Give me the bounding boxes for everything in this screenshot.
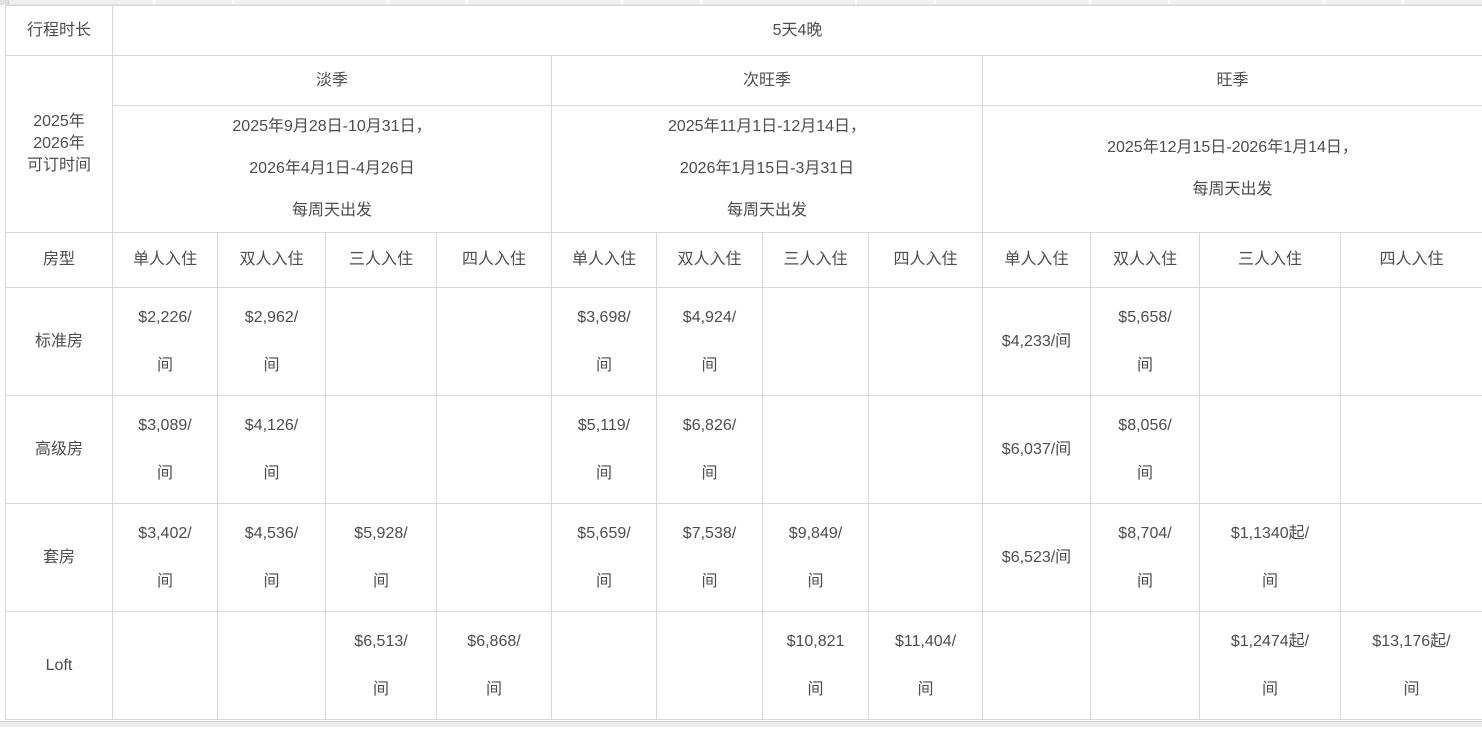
occupancy-header: 双人入住 xyxy=(1090,232,1200,288)
duration-label: 行程时长 xyxy=(5,5,113,56)
season-header-low: 淡季 xyxy=(112,55,552,106)
price-cell xyxy=(982,611,1091,720)
duration-row: 行程时长 5天4晚 xyxy=(5,5,1482,56)
price-cell: $6,523/间 xyxy=(982,503,1091,612)
occupancy-header: 单人入住 xyxy=(982,232,1091,288)
price-cell xyxy=(217,611,326,720)
price-cell: $3,402/ 间 xyxy=(112,503,218,612)
occupancy-header: 四人入住 xyxy=(868,232,983,288)
clipped-row-below xyxy=(0,721,1482,727)
room-name: Loft xyxy=(5,611,113,720)
price-cell: $5,928/ 间 xyxy=(325,503,437,612)
price-cell xyxy=(1340,503,1482,612)
price-cell xyxy=(1340,287,1482,396)
price-cell: $6,037/间 xyxy=(982,395,1091,504)
price-cell: $4,924/ 间 xyxy=(656,287,763,396)
occupancy-header: 三人入住 xyxy=(325,232,437,288)
price-cell: $2,226/ 间 xyxy=(112,287,218,396)
room-type-label: 房型 xyxy=(5,232,113,288)
price-cell xyxy=(762,287,869,396)
occupancy-header: 单人入住 xyxy=(112,232,218,288)
duration-value: 5天4晚 xyxy=(112,5,1482,56)
price-cell: $11,404/ 间 xyxy=(868,611,983,720)
price-cell: $4,126/ 间 xyxy=(217,395,326,504)
price-cell xyxy=(325,395,437,504)
occupancy-header: 三人入住 xyxy=(1199,232,1341,288)
price-cell: $3,089/ 间 xyxy=(112,395,218,504)
price-cell xyxy=(1199,395,1341,504)
season-dates-peak: 2025年12月15日-2026年1月14日， 每周天出发 xyxy=(982,105,1482,233)
table-row-standard-room: 标准房 $2,226/ 间 $2,962/ 间 $3,698/ 间 $4,924… xyxy=(5,287,1482,396)
hotel-price-table: 行程时长 5天4晚 2025年 2026年 可订时间 淡季 次旺季 旺季 202… xyxy=(5,5,1482,720)
price-cell xyxy=(868,395,983,504)
price-cell xyxy=(436,503,552,612)
price-cell xyxy=(551,611,657,720)
table-row-suite: 套房 $3,402/ 间 $4,536/ 间 $5,928/ 间 $5,659/… xyxy=(5,503,1482,612)
price-cell xyxy=(762,395,869,504)
price-cell: $5,658/ 间 xyxy=(1090,287,1200,396)
price-cell xyxy=(868,503,983,612)
season-name-row: 2025年 2026年 可订时间 淡季 次旺季 旺季 xyxy=(5,55,1482,233)
price-cell xyxy=(325,287,437,396)
price-cell: $6,868/ 间 xyxy=(436,611,552,720)
price-cell: $10,821 间 xyxy=(762,611,869,720)
price-cell xyxy=(436,395,552,504)
booking-period-label: 2025年 2026年 可订时间 xyxy=(5,55,113,233)
price-cell xyxy=(656,611,763,720)
occupancy-header: 四人入住 xyxy=(436,232,552,288)
price-cell: $4,233/间 xyxy=(982,287,1091,396)
price-cell xyxy=(1199,287,1341,396)
price-cell: $1,1340起/ 间 xyxy=(1199,503,1341,612)
season-dates-shoulder: 2025年11月1日-12月14日， 2026年1月15日-3月31日 每周天出… xyxy=(551,105,983,233)
price-cell xyxy=(1340,395,1482,504)
room-name: 高级房 xyxy=(5,395,113,504)
price-cell xyxy=(112,611,218,720)
price-cell: $5,659/ 间 xyxy=(551,503,657,612)
price-cell: $7,538/ 间 xyxy=(656,503,763,612)
price-cell xyxy=(868,287,983,396)
season-header-peak: 旺季 xyxy=(982,55,1482,106)
price-cell: $6,513/ 间 xyxy=(325,611,437,720)
season-dates-low: 2025年9月28日-10月31日， 2026年4月1日-4月26日 每周天出发 xyxy=(112,105,552,233)
occupancy-header: 四人入住 xyxy=(1340,232,1482,288)
occupancy-header-row: 房型 单人入住 双人入住 三人入住 四人入住 单人入住 双人入住 三人入住 四人… xyxy=(5,232,1482,288)
occupancy-header: 三人入住 xyxy=(762,232,869,288)
price-cell: $6,826/ 间 xyxy=(656,395,763,504)
price-cell: $8,704/ 间 xyxy=(1090,503,1200,612)
season-dates-row: 2025年9月28日-10月31日， 2026年4月1日-4月26日 每周天出发… xyxy=(6,105,1482,233)
room-name: 套房 xyxy=(5,503,113,612)
clipped-row-above xyxy=(0,0,1482,5)
price-cell xyxy=(436,287,552,396)
price-cell: $9,849/ 间 xyxy=(762,503,869,612)
price-cell: $4,536/ 间 xyxy=(217,503,326,612)
table-row-loft: Loft $6,513/ 间 $6,868/ 间 $10,821 间 $11,4… xyxy=(5,611,1482,720)
occupancy-header: 双人入住 xyxy=(217,232,326,288)
clipped-corner-cell xyxy=(0,0,9,5)
table-row-superior-room: 高级房 $3,089/ 间 $4,126/ 间 $5,119/ 间 $6,826… xyxy=(5,395,1482,504)
price-cell: $3,698/ 间 xyxy=(551,287,657,396)
price-cell xyxy=(1090,611,1200,720)
season-header-shoulder: 次旺季 xyxy=(551,55,983,106)
price-cell: $8,056/ 间 xyxy=(1090,395,1200,504)
occupancy-header: 单人入住 xyxy=(551,232,657,288)
price-cell: $2,962/ 间 xyxy=(217,287,326,396)
room-name: 标准房 xyxy=(5,287,113,396)
occupancy-header: 双人入住 xyxy=(656,232,763,288)
price-cell: $5,119/ 间 xyxy=(551,395,657,504)
price-cell: $13,176起/ 间 xyxy=(1340,611,1482,720)
price-cell: $1,2474起/ 间 xyxy=(1199,611,1341,720)
